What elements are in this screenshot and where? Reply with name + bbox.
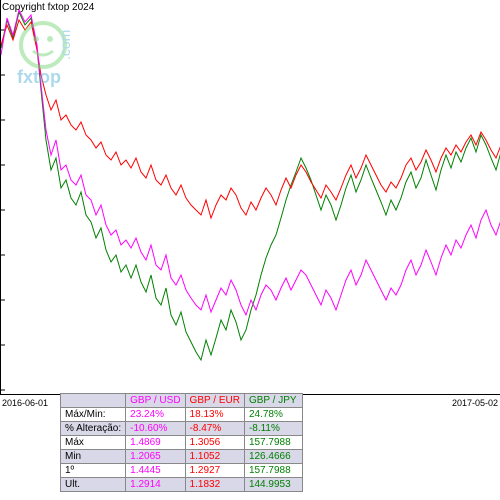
table-cell: 18.13%	[185, 408, 244, 422]
table-row: Máx1.48691.3056157.7988	[61, 436, 303, 450]
table-cell: -8.47%	[185, 422, 244, 436]
table-cell: 1.1832	[185, 478, 244, 492]
table-cell: 1.3056	[185, 436, 244, 450]
row-label: % Alteração:	[61, 422, 126, 436]
table-cell: 126.4666	[244, 450, 302, 464]
table-row: Máx/Min:23.24%18.13%24.78%	[61, 408, 303, 422]
stats-table: GBP / USD GBP / EUR GBP / JPY Máx/Min:23…	[60, 393, 303, 492]
row-label: 1º	[61, 464, 126, 478]
col-header-eur: GBP / EUR	[185, 394, 244, 408]
table-cell: 23.24%	[126, 408, 185, 422]
table-row: % Alteração:-10.60%-8.47%-8.11%	[61, 422, 303, 436]
svg-text:fxtop: fxtop	[17, 67, 61, 87]
table-cell: 1.2065	[126, 450, 185, 464]
table-cell: -10.60%	[126, 422, 185, 436]
x-axis-end-date: 2017-05-02	[452, 398, 498, 408]
row-label: Máx/Min:	[61, 408, 126, 422]
col-header-jpy: GBP / JPY	[244, 394, 302, 408]
table-cell: 1.2927	[185, 464, 244, 478]
table-row: Min1.20651.1052126.4666	[61, 450, 303, 464]
table-corner	[61, 394, 126, 408]
table-cell: 157.7988	[244, 436, 302, 450]
svg-text:.com: .com	[57, 30, 73, 60]
table-cell: -8.11%	[244, 422, 302, 436]
table-header-row: GBP / USD GBP / EUR GBP / JPY	[61, 394, 303, 408]
table-cell: 1.4869	[126, 436, 185, 450]
table-cell: 1.1052	[185, 450, 244, 464]
table-cell: 144.9953	[244, 478, 302, 492]
table-row: Ult.1.29141.1832144.9953	[61, 478, 303, 492]
col-header-usd: GBP / USD	[126, 394, 185, 408]
table-cell: 24.78%	[244, 408, 302, 422]
row-label: Máx	[61, 436, 126, 450]
row-label: Ult.	[61, 478, 126, 492]
x-axis-start-date: 2016-06-01	[2, 398, 48, 408]
copyright-text: Copyright fxtop 2024	[2, 2, 94, 13]
table-cell: 1.4445	[126, 464, 185, 478]
row-label: Min	[61, 450, 126, 464]
table-row: 1º1.44451.2927157.7988	[61, 464, 303, 478]
table-cell: 157.7988	[244, 464, 302, 478]
table-cell: 1.2914	[126, 478, 185, 492]
